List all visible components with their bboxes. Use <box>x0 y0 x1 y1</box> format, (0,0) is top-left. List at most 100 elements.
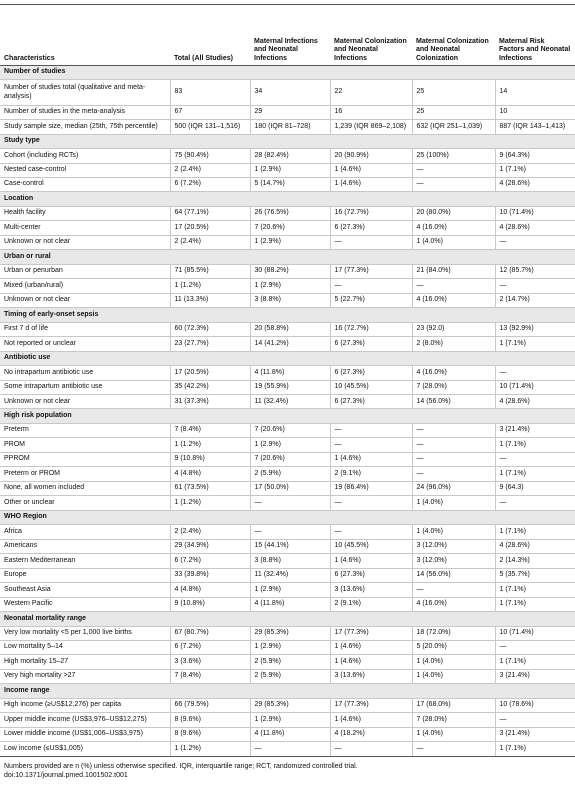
cell: 67 <box>170 105 251 121</box>
row-label: Cohort (including RCTs) <box>0 148 171 164</box>
cell: 6 (7.2%) <box>170 553 251 569</box>
cell: 7 (28.0%) <box>412 380 496 396</box>
cell: 500 (IQR 131–1,516) <box>170 119 251 135</box>
cell: 1 (4.6%) <box>330 163 413 179</box>
cell: — <box>412 278 496 294</box>
cell: 1 (7.1%) <box>495 582 575 598</box>
cell: 1 (4.0%) <box>412 669 496 685</box>
section-title: WHO Region <box>0 510 575 526</box>
footnote-line: Numbers provided are n (%) unless otherw… <box>4 763 358 770</box>
cell: 61 (73.5%) <box>170 481 251 497</box>
column-header: Maternal Risk Factors and Neonatal Infec… <box>495 4 575 66</box>
cell: 17 (77.3%) <box>330 698 413 714</box>
cell: 3 (13.6%) <box>330 669 413 685</box>
cell: 1 (2.9%) <box>250 235 331 251</box>
data-row: No intrapartum antibiotic use 17 (20.5%) 4… <box>0 365 575 381</box>
cell: 3 (12.0%) <box>412 553 496 569</box>
cell: 2 (14.3%) <box>495 553 575 569</box>
column-header: Maternal Colonization and Neonatal Infec… <box>330 4 412 66</box>
cell: 21 (84.0%) <box>412 264 496 280</box>
column-header: Maternal Infections and Neonatal Infecti… <box>250 4 330 66</box>
cell: 10 (71.4%) <box>495 206 575 222</box>
cell: 1 (2.9%) <box>250 437 331 453</box>
cell: 23 (27.7%) <box>170 336 251 352</box>
row-label: Preterm or PROM <box>0 466 171 482</box>
row-label: Southeast Asia <box>0 582 171 598</box>
column-header: Characteristics <box>0 4 170 66</box>
cell: 1 (4.6%) <box>330 177 413 193</box>
data-row: Western Pacific 9 (10.8%) 4 (11.8%) 2 (9.1%… <box>0 597 575 613</box>
cell: 2 (9.1%) <box>330 466 413 482</box>
cell: 25 <box>412 79 496 106</box>
section-title: Study type <box>0 134 575 150</box>
cell: — <box>495 712 575 728</box>
column-header: Maternal Colonization and Neonatal Colon… <box>412 4 495 66</box>
data-row: Cohort (including RCTs) 75 (90.4%) 28 (82.… <box>0 148 575 164</box>
cell: 1 (4.0%) <box>412 235 496 251</box>
section-row: Number of studies <box>0 65 575 81</box>
cell: 1 (1.2%) <box>170 278 251 294</box>
cell: 16 (72.7%) <box>330 206 413 222</box>
cell: 17 (20.5%) <box>170 220 251 236</box>
cell: 1 (4.6%) <box>330 640 413 656</box>
cell: 1 (2.9%) <box>250 640 331 656</box>
cell: 4 (16.0%) <box>412 220 496 236</box>
data-row: Mixed (urban/rural) 1 (1.2%) 1 (2.9%) — — — <box>0 278 575 294</box>
cell: 1 (4.0%) <box>412 495 496 511</box>
cell: — <box>250 524 331 540</box>
cell: 29 (85.3%) <box>250 698 331 714</box>
row-label: None, all women included <box>0 481 171 497</box>
cell: 180 (IQR 81–728) <box>250 119 331 135</box>
section-title: Urban or rural <box>0 249 575 265</box>
column-header: Total (All Studies) <box>170 4 250 66</box>
data-row: Americans 29 (34.9%) 15 (44.1%) 10 (45.5%) 3… <box>0 539 575 555</box>
cell: 4 (28.6%) <box>495 394 575 410</box>
cell: — <box>330 423 413 439</box>
row-label: Mixed (urban/rural) <box>0 278 171 294</box>
data-row: Case-control 6 (7.2%) 5 (14.7%) 1 (4.6%) —4 … <box>0 177 575 193</box>
row-label: Africa <box>0 524 171 540</box>
cell: 14 (41.2%) <box>250 336 331 352</box>
cell: 1 (7.1%) <box>495 524 575 540</box>
cell: 24 (96.0%) <box>412 481 496 497</box>
cell: 4 (28.6%) <box>495 220 575 236</box>
cell: — <box>495 235 575 251</box>
cell: 10 <box>495 105 575 121</box>
cell: 4 (28.6%) <box>495 177 575 193</box>
section-row: Location <box>0 191 575 207</box>
header-row: Characteristics Total (All Studies) Matern… <box>0 4 575 66</box>
row-label: Case-control <box>0 177 171 193</box>
row-label: Europe <box>0 568 171 584</box>
cell: 5 (35.7%) <box>495 568 575 584</box>
cell: 3 (21.4%) <box>495 423 575 439</box>
data-row: Very high mortality >27 7 (8.4%) 2 (5.9%) 3… <box>0 669 575 685</box>
cell: — <box>330 235 413 251</box>
row-label: Some intrapartum antibiotic use <box>0 380 171 396</box>
cell: 1 (7.1%) <box>495 163 575 179</box>
cell: — <box>330 495 413 511</box>
row-label: Lower middle income (US$1,006–US$3,975) <box>0 727 171 743</box>
row-label: High income (≥US$12,276) per capita <box>0 698 171 714</box>
cell: — <box>250 741 331 757</box>
cell: 10 (78.6%) <box>495 698 575 714</box>
cell: 17 (50.0%) <box>250 481 331 497</box>
cell: 4 (11.8%) <box>250 727 331 743</box>
cell: 33 (39.8%) <box>170 568 251 584</box>
row-label: Number of studies in the meta-analysis <box>0 105 171 121</box>
cell: 10 (45.5%) <box>330 380 413 396</box>
cell: 7 (20.6%) <box>250 220 331 236</box>
cell: 1 (1.2%) <box>170 495 251 511</box>
cell: 17 (77.3%) <box>330 626 413 642</box>
cell: 66 (79.5%) <box>170 698 251 714</box>
data-row: Some intrapartum antibiotic use 35 (42.2%… <box>0 380 575 396</box>
section-row: Urban or rural <box>0 249 575 265</box>
cell: 1 (2.9%) <box>250 712 331 728</box>
row-label: Americans <box>0 539 171 555</box>
cell: 3 (3.6%) <box>170 654 251 670</box>
data-row: Preterm 7 (8.4%) 7 (20.6%) — —3 (21.4%) <box>0 423 575 439</box>
cell: 31 (37.3%) <box>170 394 251 410</box>
cell: — <box>412 437 496 453</box>
cell: 3 (21.4%) <box>495 669 575 685</box>
data-row: High mortality 15–27 3 (3.6%) 2 (5.9%) 1 (4… <box>0 654 575 670</box>
row-label: No intrapartum antibiotic use <box>0 365 171 381</box>
